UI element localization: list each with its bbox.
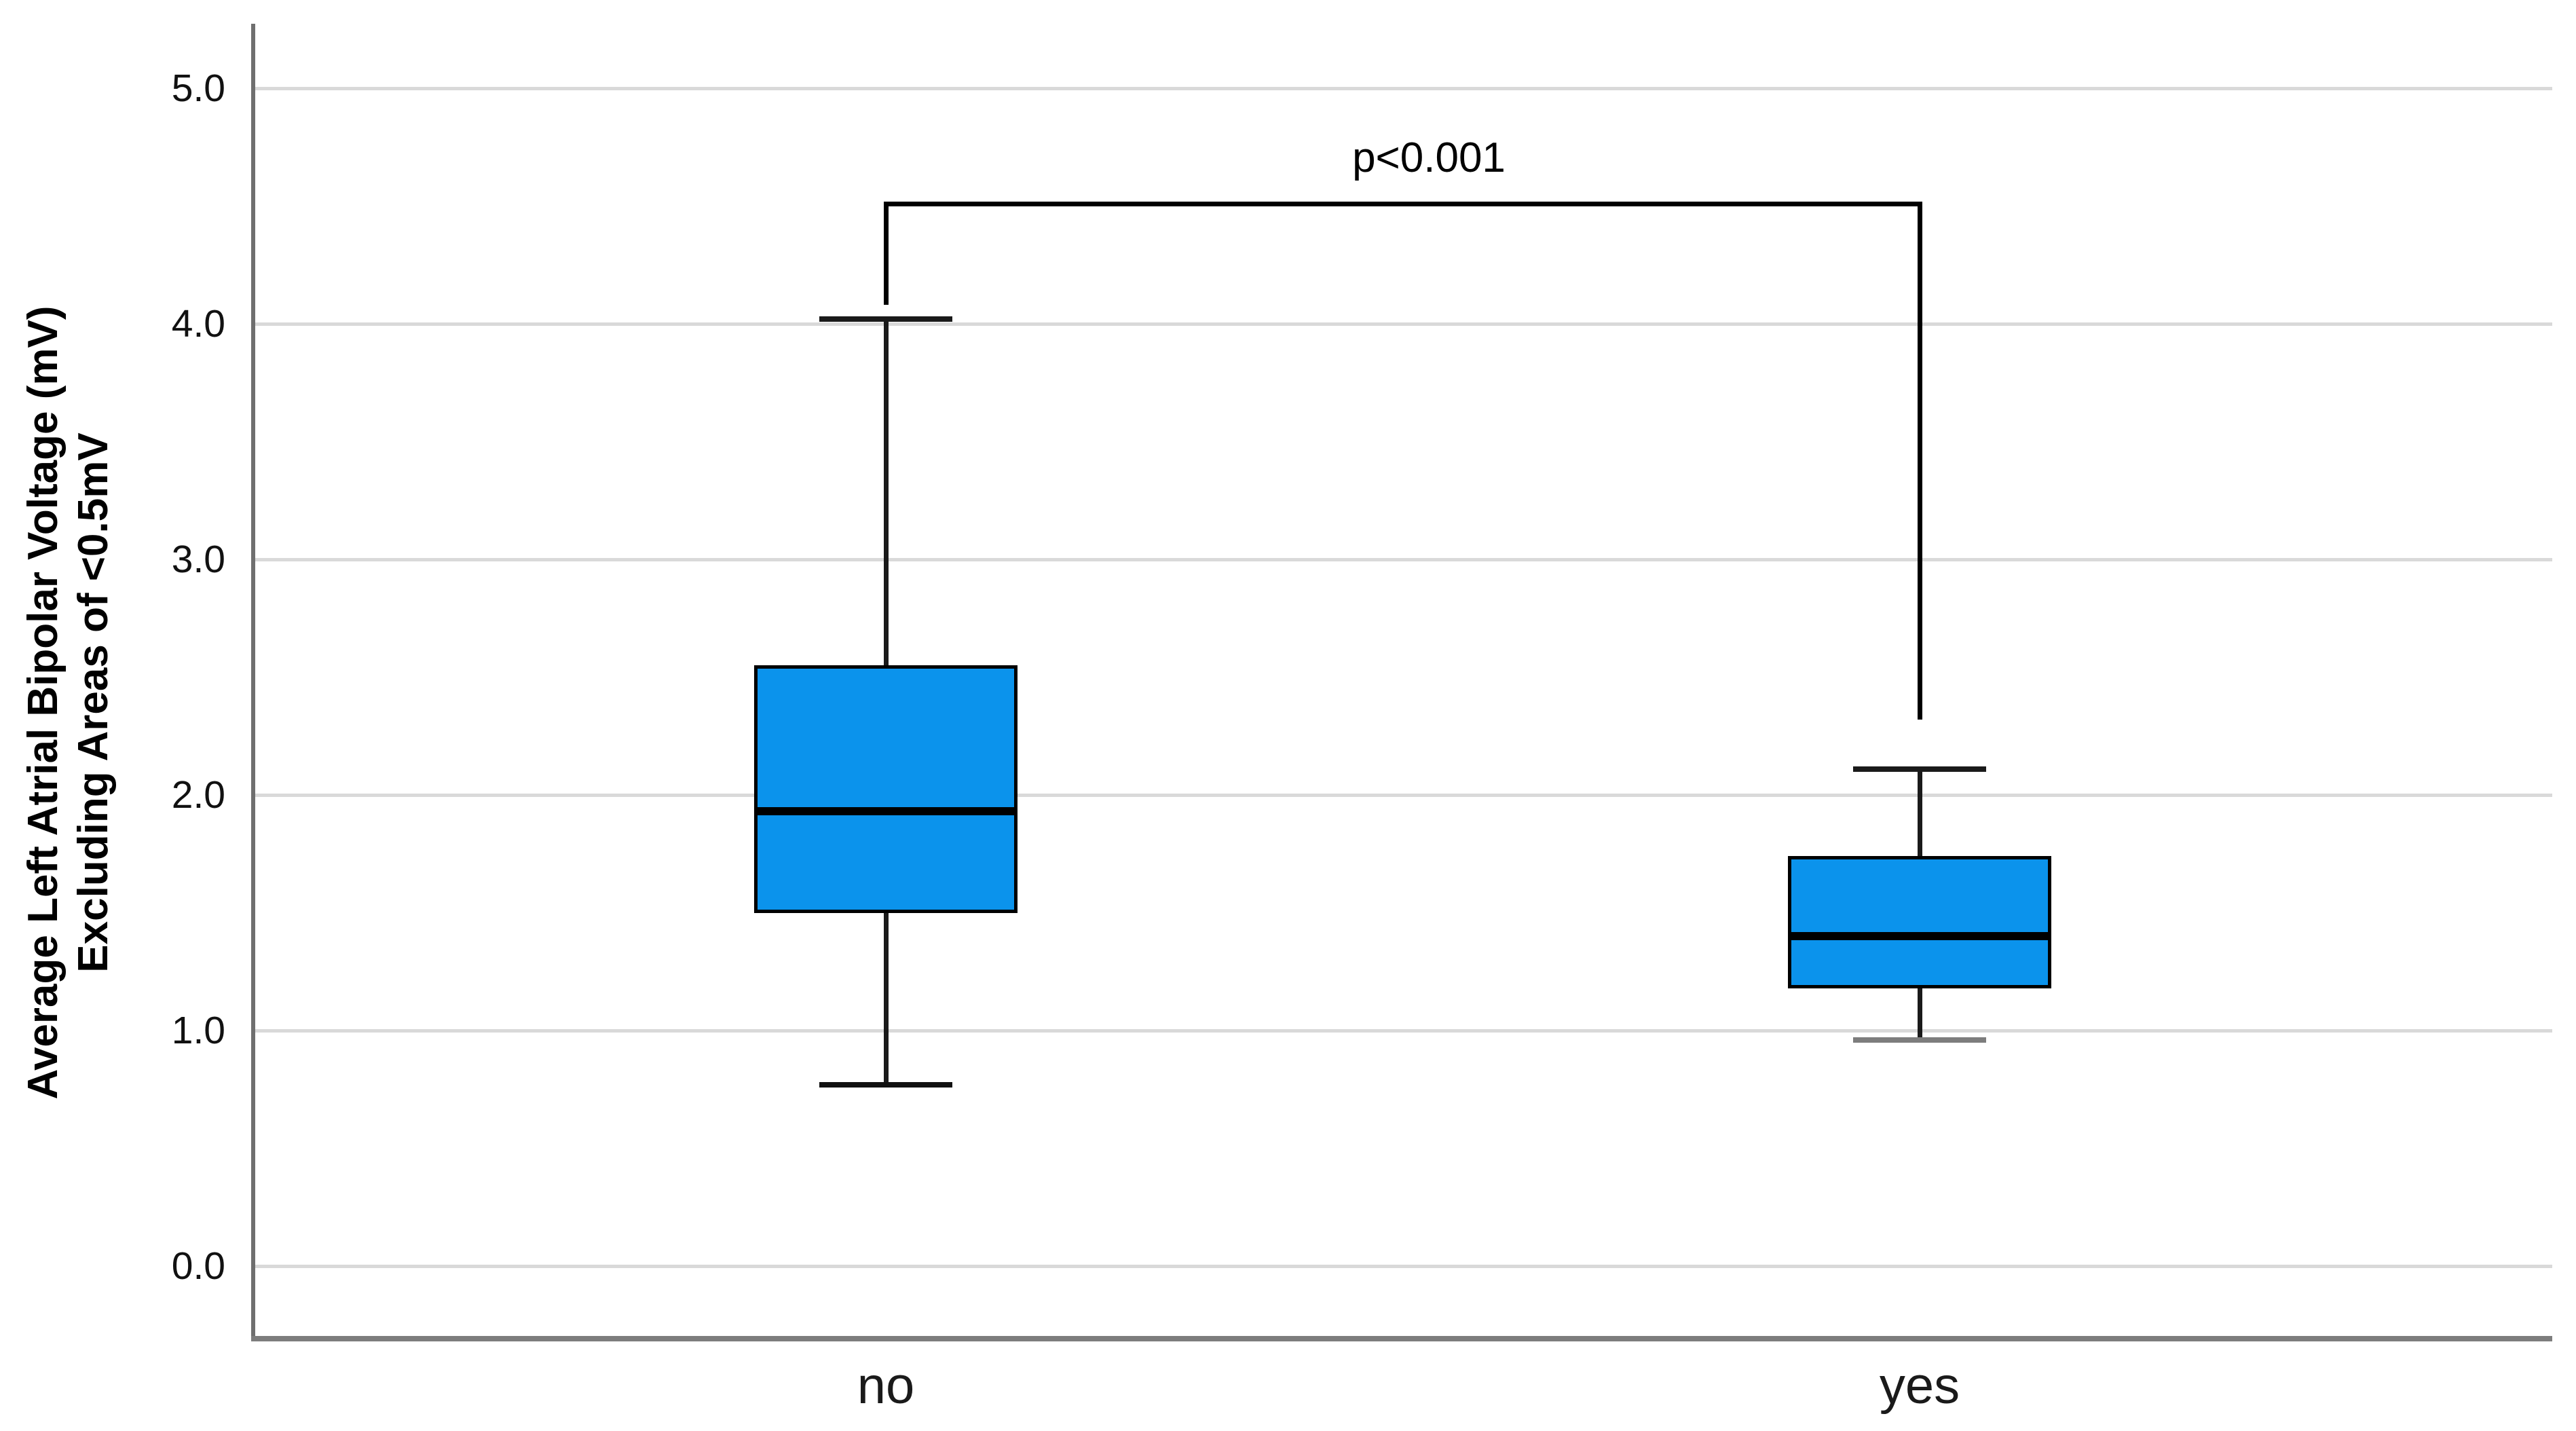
x-category-label: no	[857, 1357, 915, 1415]
whisker-lower-line	[884, 913, 889, 1085]
gridline-3.0	[255, 558, 2552, 561]
median-line	[754, 807, 1018, 815]
p-value-label: p<0.001	[1352, 134, 1506, 181]
whisker-lower-cap	[1853, 1037, 1986, 1043]
x-category-label: yes	[1879, 1357, 1960, 1415]
bracket-horizontal	[884, 202, 1922, 206]
bracket-right-vertical	[1918, 202, 1922, 720]
y-axis-title-line-2: Excluding Areas of <0.5mV	[70, 432, 117, 973]
y-axis-line	[251, 24, 255, 1341]
whisker-lower-cap	[819, 1082, 952, 1088]
box-iqr	[1788, 856, 2051, 988]
whisker-lower-line	[1918, 988, 1922, 1040]
gridline-4.0	[255, 322, 2552, 326]
x-axis-line	[251, 1336, 2552, 1341]
y-tick-label: 1.0	[171, 1009, 225, 1052]
whisker-upper-cap	[819, 316, 952, 322]
median-line	[1788, 932, 2051, 940]
y-axis-title-line-1: Average Left Atrial Bipolar Voltage (mV)	[20, 305, 67, 1100]
y-axis-title: Average Left Atrial Bipolar Voltage (mV)…	[18, 37, 119, 1368]
whisker-upper-cap	[1853, 766, 1986, 772]
whisker-upper-line	[884, 319, 889, 665]
y-tick-label: 3.0	[171, 538, 225, 581]
gridline-1.0	[255, 1029, 2552, 1033]
y-tick-label: 2.0	[171, 773, 225, 817]
gridline-0.0	[255, 1265, 2552, 1268]
gridline-2.0	[255, 794, 2552, 797]
y-tick-label: 4.0	[171, 302, 225, 346]
bracket-left-vertical	[884, 202, 889, 305]
y-tick-label: 0.0	[171, 1244, 225, 1288]
whisker-upper-line	[1918, 769, 1922, 856]
box-iqr	[754, 665, 1018, 913]
gridline-5.0	[255, 87, 2552, 90]
y-tick-label: 5.0	[171, 67, 225, 110]
